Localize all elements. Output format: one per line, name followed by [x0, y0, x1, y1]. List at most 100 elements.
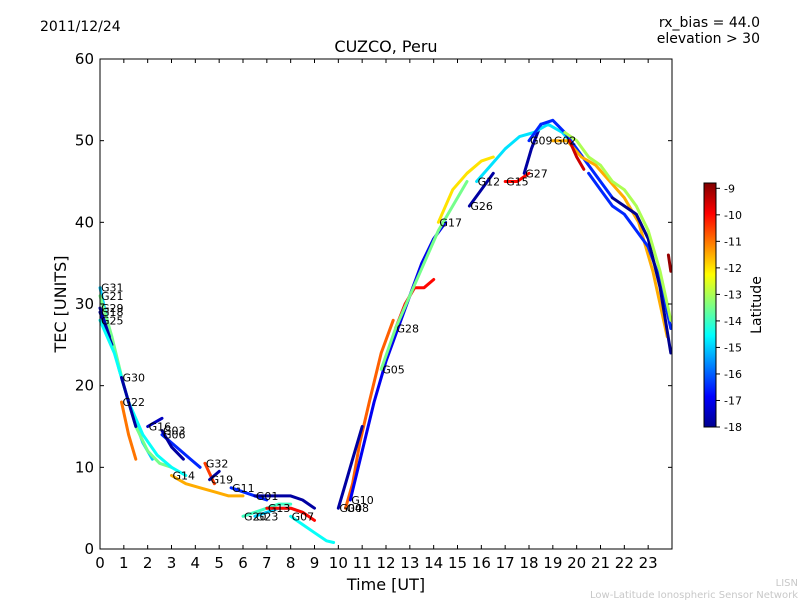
- date-label: 2011/12/24: [40, 19, 121, 35]
- footer-network: Low-Latitude Ionospheric Sensor Network: [590, 590, 798, 600]
- y-tick-label: 20: [75, 377, 94, 395]
- x-tick-label: 21: [591, 554, 610, 572]
- colorbar: [703, 182, 717, 428]
- sat-label-g13: G13: [268, 502, 291, 515]
- tec-series-g12: [475, 122, 579, 183]
- colorbar-label: Latitude: [749, 276, 765, 334]
- elevation-label: elevation > 30: [657, 31, 760, 47]
- x-tick-label: 11: [353, 554, 372, 572]
- sat-label-g26: G26: [470, 200, 493, 213]
- tec-series-g08: [344, 318, 395, 510]
- tec-series-g01: [253, 494, 316, 510]
- y-tick-label: 50: [75, 132, 94, 150]
- x-tick-label: 6: [238, 554, 248, 572]
- colorbar-ticks: -9 -10 -11 -12 -13 -14 -15 -16 -17 -18: [716, 182, 742, 434]
- series-layer: [98, 118, 673, 544]
- sat-label-g18: G18: [101, 306, 124, 319]
- axis-layer: 0 1 2 3 4 5 6 7 8 9 10 11 12 13 14 15 16 17 18 19 20 21 22 2301…: [75, 50, 672, 572]
- colorbar-tick-label: -17: [724, 394, 742, 407]
- sat-label-g32: G32: [206, 457, 229, 470]
- sat-label-g09: G09: [530, 135, 553, 148]
- tec-series-g15: [503, 171, 531, 183]
- tec-series-g14: [170, 474, 245, 498]
- sat-label-g16: G16: [149, 421, 172, 434]
- x-tick-label: 15: [448, 554, 467, 572]
- x-tick-label: 10: [329, 554, 348, 572]
- x-axis-label: Time [UT]: [346, 575, 425, 594]
- tec-series-g32: [203, 461, 216, 486]
- colorbar-tick-label: -9: [724, 182, 735, 195]
- y-tick-label: 10: [75, 458, 94, 476]
- sat-label-g23: G23: [256, 510, 279, 523]
- colorbar-tick-label: -14: [724, 315, 742, 328]
- sat-label-g20: G20: [244, 510, 267, 523]
- x-tick-label: 3: [167, 554, 177, 572]
- tec-series-g22: [120, 400, 138, 461]
- tec-series-track-32: [610, 196, 673, 355]
- footer-lisn: LISN: [776, 578, 798, 589]
- colorbar-tick-label: -12: [724, 262, 742, 275]
- x-tick-label: 8: [286, 554, 296, 572]
- sat-label-g12: G12: [478, 176, 501, 189]
- sat-label-g15: G15: [506, 176, 529, 189]
- sat-label-g01: G01: [256, 490, 279, 503]
- tec-series-g03: [160, 429, 185, 461]
- rx-bias-label: rx_bias = 44.0: [659, 15, 760, 31]
- tec-series-g04: [336, 425, 364, 510]
- colorbar-tick-label: -15: [724, 341, 742, 354]
- x-tick-label: 9: [310, 554, 320, 572]
- sat-label-g11: G11: [232, 482, 255, 495]
- tec-series-g16: [146, 416, 164, 428]
- sat-label-g08: G08: [346, 502, 369, 515]
- x-tick-label: 4: [191, 554, 201, 572]
- x-tick-label: 23: [639, 554, 658, 572]
- chart-title: CUZCO, Peru: [334, 37, 437, 56]
- y-axis-label: TEC [UNITS]: [51, 256, 70, 354]
- sat-label-g06: G06: [163, 429, 186, 442]
- sat-label-g05: G05: [382, 363, 405, 376]
- sat-label-g07: G07: [292, 510, 315, 523]
- x-tick-label: 13: [400, 554, 419, 572]
- x-tick-label: 1: [119, 554, 129, 572]
- sat-label-g28: G28: [397, 323, 420, 336]
- tec-series-g17: [436, 155, 495, 224]
- tec-series-g27: [522, 122, 543, 175]
- sat-label-g19: G19: [211, 474, 234, 487]
- x-tick-label: 0: [95, 554, 105, 572]
- y-tick-label: 0: [84, 540, 94, 558]
- tec-series-g30: [120, 376, 138, 428]
- y-tick-label: 60: [75, 50, 94, 68]
- sat-label-g03: G03: [163, 425, 186, 438]
- sat-label-g25: G25: [101, 314, 124, 327]
- x-tick-label: 5: [214, 554, 224, 572]
- y-tick-label: 30: [75, 295, 94, 313]
- x-tick-label: 19: [543, 554, 562, 572]
- tec-series-g11: [229, 486, 269, 502]
- tec-series-g13: [265, 506, 316, 522]
- sat-label-g10: G10: [351, 494, 374, 507]
- tec-series-track-35: [666, 253, 673, 273]
- colorbar-tick-label: -13: [724, 288, 742, 301]
- tec-series-g26: [467, 171, 495, 208]
- x-tick-label: 22: [615, 554, 634, 572]
- sat-label-g17: G17: [439, 216, 462, 229]
- colorbar-tick-label: -11: [724, 235, 742, 248]
- tec-series-g25: [98, 318, 188, 477]
- tec-series-track-33: [563, 131, 673, 322]
- sat-label-g14: G14: [173, 470, 196, 483]
- tec-series-g05: [379, 180, 469, 371]
- sat-label-g21: G21: [101, 290, 124, 303]
- tec-series-g19: [208, 469, 221, 482]
- y-tick-label: 40: [75, 213, 94, 231]
- tec-series-g07: [289, 514, 336, 544]
- x-tick-label: 2: [143, 554, 153, 572]
- colorbar-tick-label: -16: [724, 368, 742, 381]
- sat-label-g29: G29: [101, 302, 124, 315]
- colorbar-tick-label: -10: [724, 209, 742, 222]
- sat-label-g02: G02: [554, 135, 577, 148]
- sat-label-g30: G30: [122, 372, 145, 385]
- x-tick-label: 17: [496, 554, 515, 572]
- sat-label-g27: G27: [525, 167, 548, 180]
